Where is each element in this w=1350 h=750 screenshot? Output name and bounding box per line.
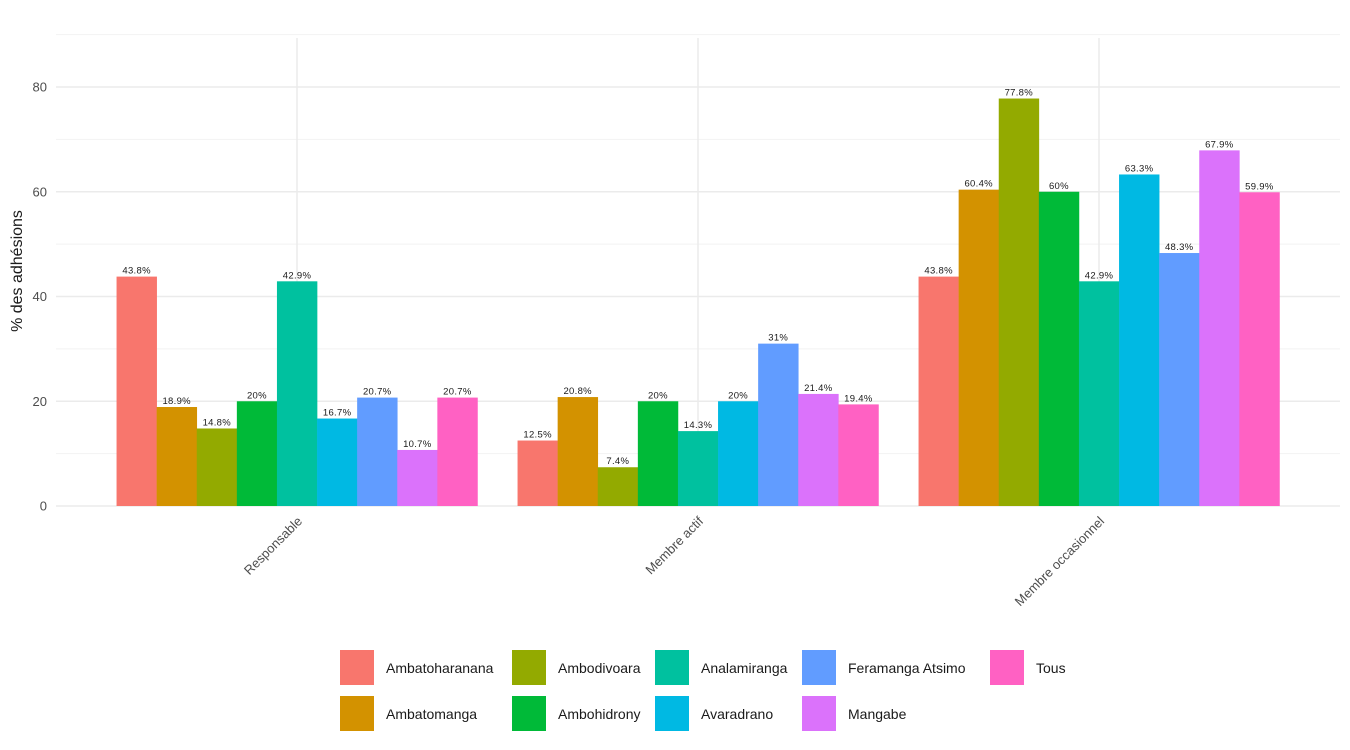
bar-feramanga-atsimo (758, 343, 799, 506)
legend: Ambatoharanana Ambodivoara Analamiranga Fer… (340, 650, 1080, 731)
data-label: 63.3% (1125, 163, 1154, 174)
bar-mangabe (1199, 150, 1240, 506)
y-tick-label: 80 (33, 80, 47, 95)
data-label: 60% (1049, 181, 1069, 192)
bar-avaradrano (1119, 174, 1160, 506)
bar-mangabe (798, 393, 839, 506)
legend-label: Ambohidrony (558, 705, 641, 722)
legend-label: Avaradrano (701, 705, 774, 722)
y-tick-label: 40 (33, 289, 47, 304)
x-tick-label: Membre occasionnel (1012, 513, 1107, 608)
legend-item: Ambatomanga (340, 696, 512, 731)
bar-analamiranga (276, 281, 318, 506)
data-label: 60.4% (964, 179, 993, 190)
legend-swatch (655, 650, 689, 685)
data-label: 14.3% (684, 420, 713, 431)
data-label: 10.7% (403, 439, 432, 450)
bar-ambohidrony (637, 401, 679, 506)
data-label: 31% (768, 333, 788, 344)
legend-swatch (340, 650, 374, 685)
legend-label: Mangabe (848, 705, 907, 722)
data-label: 59.9% (1245, 181, 1274, 192)
data-label: 16.7% (323, 408, 352, 419)
bar-avaradrano (718, 401, 759, 506)
data-label: 21.4% (804, 383, 833, 394)
bar-ambodivoara (196, 428, 238, 506)
y-tick-label: 20 (33, 394, 47, 409)
legend-item: Feramanga Atsimo (802, 650, 990, 685)
bar-ambatomanga (156, 407, 198, 506)
data-label: 67.9% (1205, 139, 1234, 150)
legend-swatch (512, 650, 546, 685)
legend-swatch (802, 696, 836, 731)
bar-ambohidrony (1038, 191, 1080, 506)
legend-label: Ambodivoara (558, 659, 641, 676)
legend-item: Mangabe (802, 696, 990, 731)
legend-swatch (655, 696, 689, 731)
data-label: 19.4% (844, 393, 873, 404)
legend-swatch (512, 696, 546, 731)
y-tick-label: 60 (33, 184, 47, 199)
data-label: 42.9% (1085, 270, 1114, 281)
y-axis-label: % des adhésions (9, 210, 26, 332)
data-label: 12.5% (523, 430, 552, 441)
bar-ambodivoara (998, 98, 1040, 507)
bar-ambatoharanana (918, 276, 959, 506)
data-label: 77.8% (1005, 88, 1034, 99)
bar-ambatomanga (958, 189, 1000, 506)
data-label: 48.3% (1165, 242, 1194, 253)
data-label: 42.9% (283, 270, 312, 281)
data-label: 18.9% (162, 396, 191, 407)
data-label: 20.7% (363, 387, 392, 398)
legend-item: Avaradrano (655, 696, 802, 731)
bar-ambatomanga (557, 397, 599, 506)
bar-analamiranga (677, 431, 719, 506)
legend-item: Tous (990, 650, 1080, 685)
x-axis-ticks: Responsable Membre actif Membre occasionne… (241, 513, 1107, 609)
bar-tous (1239, 192, 1280, 506)
y-axis-ticks: 0 20 40 60 80 (33, 80, 47, 514)
bar-ambatoharanana (116, 276, 157, 506)
bars (116, 98, 1280, 507)
bar-tous (838, 404, 879, 506)
bar-feramanga-atsimo (357, 397, 398, 506)
bar-feramanga-atsimo (1159, 253, 1200, 506)
data-label: 7.4% (606, 456, 629, 467)
data-label: 43.8% (122, 266, 151, 277)
x-tick-label: Membre actif (642, 513, 706, 577)
bar-ambatoharanana (517, 440, 558, 506)
legend-label: Tous (1036, 659, 1066, 676)
legend-item: Ambodivoara (512, 650, 655, 685)
legend-item: Ambohidrony (512, 696, 655, 731)
data-labels: 43.8% 18.9% 14.8% 20% 42.9% 16.7% 20.7% 10.7% 20… (122, 88, 1273, 468)
data-label: 20% (728, 390, 748, 401)
bar-tous (437, 397, 478, 506)
legend-swatch (990, 650, 1024, 685)
x-tick-label: Responsable (241, 514, 305, 578)
data-label: 20.8% (563, 386, 592, 397)
y-tick-label: 0 (40, 499, 47, 514)
data-label: 20% (247, 390, 267, 401)
legend-label: Analamiranga (701, 659, 788, 676)
legend-swatch (802, 650, 836, 685)
bar-ambohidrony (236, 401, 278, 506)
legend-item: Analamiranga (655, 650, 802, 685)
data-label: 43.8% (924, 266, 953, 277)
legend-label: Ambatomanga (386, 705, 478, 722)
legend-label: Feramanga Atsimo (848, 659, 966, 676)
bar-ambodivoara (597, 467, 639, 506)
legend-label: Ambatoharanana (386, 659, 494, 676)
bar-avaradrano (317, 418, 358, 506)
legend-swatch (340, 696, 374, 731)
bar-analamiranga (1078, 281, 1120, 506)
data-label: 14.8% (203, 417, 232, 428)
legend-item: Ambatoharanana (340, 650, 512, 685)
bar-mangabe (397, 449, 438, 506)
data-label: 20.7% (443, 387, 472, 398)
data-label: 20% (648, 390, 668, 401)
